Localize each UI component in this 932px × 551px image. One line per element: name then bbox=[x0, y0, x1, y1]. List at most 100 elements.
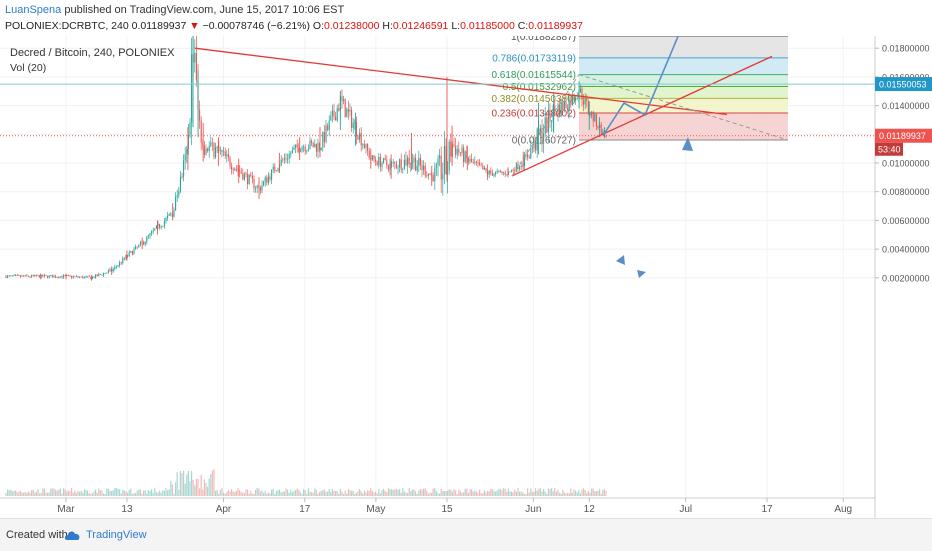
volume-bar bbox=[95, 489, 96, 496]
candle-body bbox=[413, 158, 414, 162]
volume-bar bbox=[141, 493, 142, 496]
candle-body bbox=[9, 276, 10, 277]
volume-bar bbox=[255, 490, 256, 496]
volume-bar bbox=[245, 489, 246, 496]
volume-bar bbox=[583, 488, 584, 496]
candle-body bbox=[289, 154, 290, 159]
candle-body bbox=[205, 149, 206, 155]
candle-body bbox=[529, 157, 530, 158]
candle-body bbox=[500, 171, 501, 172]
price-mark-label: 0.01189937 bbox=[879, 131, 926, 141]
volume-bar bbox=[314, 488, 315, 496]
volume-bar bbox=[525, 494, 526, 496]
volume-bar bbox=[476, 492, 477, 496]
volume-bar bbox=[194, 486, 195, 496]
candle-body bbox=[12, 275, 13, 276]
candle-body bbox=[349, 110, 350, 112]
candle-body bbox=[45, 275, 46, 276]
candle-body bbox=[389, 164, 390, 170]
volume-bar bbox=[453, 489, 454, 496]
fib-level-label: 0.618(0.01615544) bbox=[491, 70, 576, 81]
volume-bar bbox=[412, 490, 413, 496]
candle-body bbox=[167, 216, 168, 218]
volume-bar bbox=[415, 491, 416, 496]
volume-bar bbox=[292, 492, 293, 496]
volume-bar bbox=[498, 489, 499, 496]
volume-bar bbox=[354, 494, 355, 496]
volume-bar bbox=[578, 490, 579, 496]
candle-body bbox=[241, 171, 242, 173]
volume-bar bbox=[461, 493, 462, 496]
volume-bar bbox=[44, 489, 45, 496]
candle-body bbox=[13, 275, 14, 276]
candle-body bbox=[213, 143, 214, 157]
volume-bar bbox=[97, 493, 98, 496]
candle-body bbox=[345, 99, 346, 117]
volume-bar bbox=[533, 492, 534, 496]
candle-body bbox=[68, 275, 69, 276]
candle-body bbox=[527, 154, 528, 157]
candle-body bbox=[388, 165, 389, 170]
volume-bar bbox=[65, 490, 66, 496]
volume-bar bbox=[53, 489, 54, 496]
volume-bar bbox=[201, 475, 202, 496]
volume-bar bbox=[530, 489, 531, 496]
volume-bar bbox=[458, 490, 459, 496]
volume-bar bbox=[386, 492, 387, 496]
volume-bar bbox=[353, 491, 354, 496]
volume-bar bbox=[345, 491, 346, 496]
candle-body bbox=[445, 146, 446, 174]
volume-bar bbox=[117, 489, 118, 496]
volume-bar bbox=[260, 491, 261, 496]
candle-body bbox=[225, 152, 226, 156]
candle-body bbox=[148, 236, 149, 237]
candle-body bbox=[133, 249, 134, 254]
y-tick-label: 0.01000000 bbox=[882, 159, 930, 169]
volume-bar bbox=[434, 488, 435, 496]
candle-body bbox=[581, 89, 582, 101]
publish-header: LuanSpena published on TradingView.com, … bbox=[0, 0, 932, 36]
candle-body bbox=[261, 185, 262, 190]
tradingview-logo-text[interactable]: TradingView bbox=[86, 529, 147, 541]
volume-bar bbox=[269, 493, 270, 496]
volume-bar bbox=[431, 493, 432, 496]
candle-body bbox=[17, 275, 18, 276]
volume-bar bbox=[25, 492, 26, 496]
volume-bar bbox=[577, 492, 578, 496]
candle-body bbox=[252, 176, 253, 179]
candle-body bbox=[178, 191, 179, 195]
volume-bar bbox=[372, 491, 373, 496]
volume-bar bbox=[130, 488, 131, 496]
candle-body bbox=[287, 159, 288, 160]
volume-bar bbox=[329, 489, 330, 496]
volume-bar bbox=[9, 490, 10, 496]
candle-body bbox=[458, 149, 459, 152]
candle-body bbox=[226, 154, 227, 156]
candle-body bbox=[76, 276, 77, 277]
candle-body bbox=[436, 165, 437, 168]
volume-bar bbox=[247, 489, 248, 496]
volume-bar bbox=[322, 490, 323, 496]
volume-bar bbox=[31, 490, 32, 496]
candle-body bbox=[397, 168, 398, 169]
volume-bar bbox=[165, 488, 166, 496]
volume-bar bbox=[562, 490, 563, 496]
candle-body bbox=[297, 144, 298, 147]
volume-bar bbox=[396, 489, 397, 496]
volume-bar bbox=[490, 489, 491, 496]
candle-body bbox=[503, 173, 504, 174]
volume-bar bbox=[321, 491, 322, 496]
author-link[interactable]: LuanSpena bbox=[5, 4, 61, 16]
candle-body bbox=[477, 163, 478, 164]
volume-bar bbox=[420, 489, 421, 496]
volume-bar bbox=[69, 491, 70, 496]
candle-body bbox=[71, 276, 72, 278]
price-chart[interactable]: 1.618(0.02315394)1(0.01882887)0.786(0.01… bbox=[0, 36, 932, 518]
volume-bar bbox=[108, 489, 109, 496]
volume-bar bbox=[442, 491, 443, 496]
candle-body bbox=[474, 162, 475, 163]
volume-bar bbox=[282, 492, 283, 496]
candle-body bbox=[77, 276, 78, 277]
volume-bar bbox=[111, 491, 112, 496]
candle-body bbox=[316, 144, 317, 152]
